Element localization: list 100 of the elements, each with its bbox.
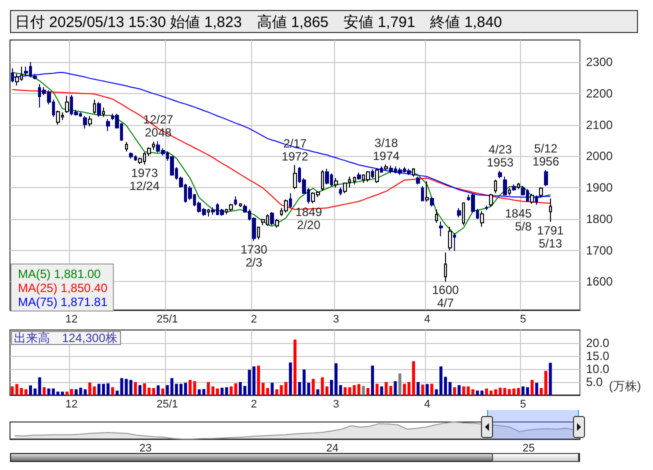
annotation: 1600 4/7	[432, 283, 460, 310]
chart-title: 出来高 124,300株	[14, 331, 118, 345]
candlestick	[239, 202, 242, 208]
bar	[29, 385, 32, 395]
x-tick-label: 25/1	[156, 314, 178, 326]
candlestick	[129, 152, 133, 160]
candlestick	[125, 142, 128, 152]
bar	[143, 383, 146, 395]
candlestick	[421, 185, 424, 202]
bar	[462, 386, 466, 395]
candlestick	[83, 115, 87, 130]
bar	[294, 340, 296, 395]
x-tick-label: 3	[332, 314, 340, 326]
x-tick-label: 25	[522, 442, 535, 454]
candlestick	[416, 176, 420, 185]
y-tick-label: 5.0	[586, 375, 604, 389]
bar	[430, 384, 434, 395]
candlestick	[512, 184, 516, 192]
candlestick	[152, 141, 155, 150]
x-tick-label: 25/1	[156, 398, 178, 410]
y-tick-label: 2200	[586, 86, 614, 100]
candlestick	[375, 168, 379, 184]
x-tick-label: 4	[424, 398, 430, 410]
candlestick	[325, 168, 329, 185]
x-tick-label: 5	[520, 398, 526, 410]
candlestick	[170, 156, 174, 176]
candlestick	[371, 168, 374, 179]
bar	[540, 388, 543, 395]
candlestick	[293, 164, 297, 190]
candlestick	[517, 182, 520, 190]
bar	[252, 366, 256, 395]
bar	[394, 381, 397, 395]
candlestick	[530, 193, 534, 204]
bar	[485, 388, 488, 395]
candlestick	[407, 168, 411, 176]
bar	[134, 382, 137, 395]
candlestick	[489, 193, 493, 207]
candlestick	[448, 226, 452, 251]
chart-title: 日付 2025/05/13 15:30 始値 1,823 高値 1,865 安値 1,791 終値 1,840	[10, 10, 638, 33]
candlestick	[389, 165, 393, 174]
bar	[344, 387, 347, 395]
candlestick	[485, 205, 488, 211]
candlestick	[539, 187, 543, 198]
candlestick	[462, 202, 465, 226]
x-tick-label: 2	[250, 398, 258, 410]
bar	[316, 389, 320, 395]
candlestick	[398, 167, 402, 176]
bar	[230, 386, 233, 395]
candlestick	[435, 209, 438, 224]
y-tick-label: 2300	[586, 54, 614, 69]
candlestick	[535, 194, 538, 206]
y-tick-label: 1700	[586, 243, 614, 258]
bar	[458, 385, 461, 395]
bar	[42, 387, 46, 395]
annotation: 1845 5/8	[504, 206, 532, 234]
bar	[530, 380, 534, 395]
bar	[111, 387, 114, 395]
bar	[198, 389, 201, 395]
candlestick	[106, 118, 110, 132]
x-tick-label: 12	[65, 314, 78, 326]
y-axis-title: (万株)	[609, 379, 642, 393]
bar	[92, 386, 96, 395]
candlestick	[339, 187, 342, 196]
bar	[548, 362, 552, 395]
candlestick	[544, 169, 548, 186]
bar	[535, 382, 538, 395]
x-tick-label: 4	[424, 314, 430, 326]
bar	[421, 384, 424, 395]
candlestick	[211, 206, 215, 216]
bar	[380, 386, 384, 395]
bar	[74, 389, 78, 395]
y-tick-label: 10.0	[586, 362, 610, 376]
candlestick	[257, 226, 260, 240]
candlestick	[56, 110, 60, 126]
bar	[516, 388, 520, 395]
bar	[480, 390, 484, 395]
candlestick	[439, 220, 443, 237]
candlestick	[102, 107, 105, 118]
candlestick	[549, 198, 552, 222]
text: MA(5) 1,881.00	[18, 267, 102, 281]
bar	[426, 384, 429, 395]
candlestick	[366, 170, 370, 182]
text: MA(75) 1,871.81	[18, 295, 108, 309]
bar	[371, 366, 374, 395]
x-tick-label: 23	[139, 442, 152, 454]
candlestick	[457, 207, 461, 218]
x-tick-label: 5	[520, 314, 526, 326]
bar	[129, 380, 132, 395]
candlestick	[65, 95, 69, 114]
bar	[357, 384, 360, 395]
candlestick	[380, 166, 383, 173]
bar	[288, 362, 292, 395]
bar	[24, 389, 28, 395]
candlestick	[494, 179, 497, 194]
candlestick	[97, 102, 101, 118]
candlestick	[88, 115, 92, 127]
candlestick	[503, 176, 507, 196]
candlestick	[353, 176, 356, 185]
candlestick	[275, 218, 279, 228]
candlestick	[444, 252, 447, 282]
